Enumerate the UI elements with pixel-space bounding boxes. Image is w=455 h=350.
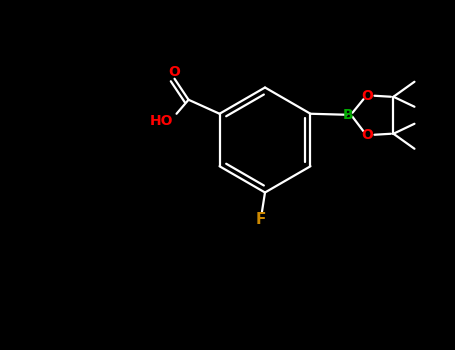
Text: B: B [343,108,354,122]
Text: O: O [362,128,374,142]
Text: F: F [256,212,266,228]
Text: O: O [362,89,374,103]
Text: HO: HO [150,114,173,128]
Text: O: O [169,65,181,79]
